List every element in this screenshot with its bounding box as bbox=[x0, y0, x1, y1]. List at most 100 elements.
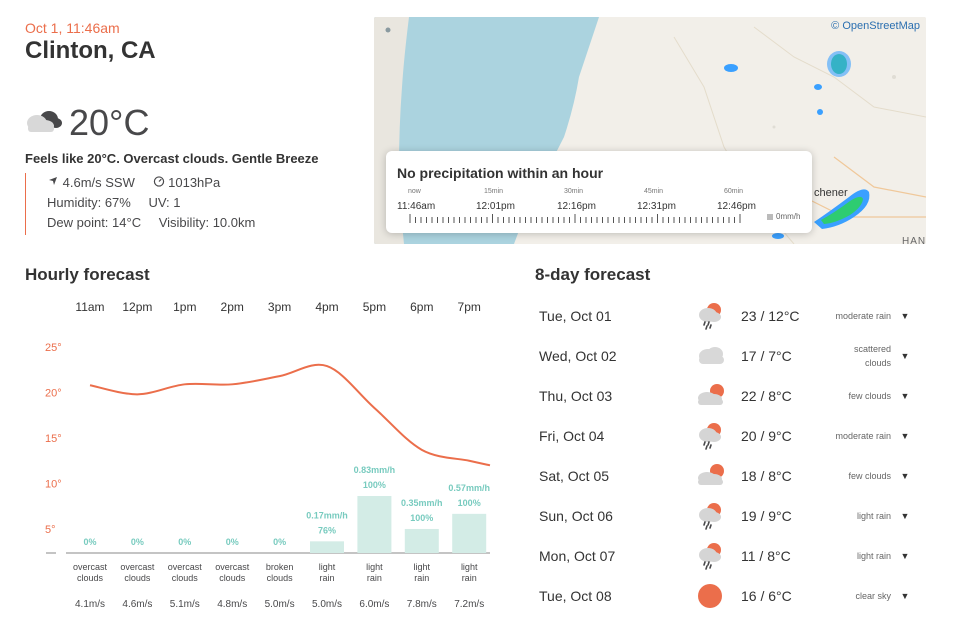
precip-bar bbox=[310, 541, 344, 553]
day-description: few clouds bbox=[848, 391, 891, 401]
rain-icon bbox=[695, 542, 737, 570]
hour-condition: overcast bbox=[120, 562, 155, 572]
daily-row[interactable]: Sat, Oct 05 18 / 8°C few clouds ▼ bbox=[535, 456, 925, 496]
hour-condition: rain bbox=[462, 573, 477, 583]
hour-condition: clouds bbox=[77, 573, 104, 583]
day-name: Mon, Oct 07 bbox=[539, 548, 616, 564]
day-description: clear sky bbox=[855, 591, 891, 601]
day-name: Tue, Oct 08 bbox=[539, 588, 612, 604]
hour-wind: 5.0m/s bbox=[312, 599, 342, 610]
chevron-down-icon[interactable]: ▼ bbox=[900, 391, 910, 401]
precip-tick-time: 12:01pm bbox=[476, 201, 515, 212]
pressure-icon bbox=[153, 175, 169, 190]
day-description: light rain bbox=[856, 511, 891, 521]
daily-row[interactable]: Mon, Oct 07 11 / 8°C light rain ▼ bbox=[535, 536, 925, 576]
day-temps: 17 / 7°C bbox=[741, 348, 792, 364]
day-description: scattered clouds bbox=[853, 344, 891, 368]
rain-icon bbox=[695, 502, 737, 530]
precip-bar bbox=[357, 496, 392, 553]
hour-condition: overcast bbox=[168, 562, 203, 572]
hour-wind: 7.8m/s bbox=[407, 599, 437, 610]
humidity-value: 67% bbox=[104, 195, 131, 210]
location-name: Clinton, CA bbox=[25, 37, 156, 64]
hour-label: 3pm bbox=[268, 300, 291, 314]
day-temps: 19 / 9°C bbox=[741, 508, 792, 524]
hour-label: 4pm bbox=[315, 300, 338, 314]
day-description: moderate rain bbox=[835, 431, 891, 441]
hour-condition: overcast bbox=[73, 562, 108, 572]
daily-row[interactable]: Tue, Oct 08 16 / 6°C clear sky ▼ bbox=[535, 576, 925, 616]
uv-value: 1 bbox=[173, 195, 181, 210]
daily-forecast-list: Tue, Oct 01 23 / 12°C moderate rain ▼ We… bbox=[535, 296, 925, 616]
precip-probability: 76% bbox=[318, 525, 336, 535]
precip-tick-time: 12:31pm bbox=[637, 201, 676, 212]
chevron-down-icon[interactable]: ▼ bbox=[900, 591, 910, 601]
daily-row[interactable]: Sun, Oct 06 19 / 9°C light rain ▼ bbox=[535, 496, 925, 536]
map-city-label: chener bbox=[814, 187, 848, 199]
current-temperature: 20°C bbox=[69, 102, 150, 143]
day-description: light rain bbox=[856, 551, 891, 561]
hour-wind: 5.0m/s bbox=[265, 599, 295, 610]
daily-forecast-title: 8-day forecast bbox=[535, 265, 651, 284]
day-temps: 18 / 8°C bbox=[741, 468, 792, 484]
precip-tick-offset: now bbox=[408, 188, 421, 195]
wind-value: 4.6m/s SSW bbox=[62, 175, 135, 190]
hour-wind: 4.8m/s bbox=[217, 599, 247, 610]
day-name: Tue, Oct 01 bbox=[539, 308, 612, 324]
y-tick-label: 15° bbox=[45, 433, 62, 445]
day-name: Thu, Oct 03 bbox=[539, 388, 613, 404]
precip-probability: 0% bbox=[83, 537, 96, 547]
rain-icon bbox=[695, 422, 737, 450]
day-name: Fri, Oct 04 bbox=[539, 428, 605, 444]
chevron-down-icon[interactable]: ▼ bbox=[900, 431, 910, 441]
rain-icon bbox=[695, 302, 737, 330]
y-tick-label: 5° bbox=[45, 524, 56, 536]
y-tick-label: 25° bbox=[45, 342, 62, 354]
clouds-icon bbox=[695, 342, 737, 370]
chevron-down-icon[interactable]: ▼ bbox=[900, 351, 910, 361]
day-temps: 23 / 12°C bbox=[741, 308, 800, 324]
precip-amount: 0.17mm/h bbox=[306, 510, 348, 520]
sun-cloud-icon bbox=[695, 462, 737, 490]
map-attribution[interactable]: © OpenStreetMap bbox=[831, 20, 920, 32]
chevron-down-icon[interactable]: ▼ bbox=[900, 471, 910, 481]
daily-row[interactable]: Tue, Oct 01 23 / 12°C moderate rain ▼ bbox=[535, 296, 925, 336]
hour-condition: rain bbox=[414, 573, 429, 583]
precip-probability: 0% bbox=[178, 537, 191, 547]
visibility-label: Visibility: bbox=[158, 215, 210, 230]
daily-row[interactable]: Fri, Oct 04 20 / 9°C moderate rain ▼ bbox=[535, 416, 925, 456]
map-corner-label: HAN bbox=[902, 236, 926, 244]
hour-condition: clouds bbox=[219, 573, 246, 583]
daily-row[interactable]: Thu, Oct 03 22 / 8°C few clouds ▼ bbox=[535, 376, 925, 416]
hour-condition: light bbox=[461, 562, 478, 572]
hour-wind: 4.1m/s bbox=[75, 599, 105, 610]
hour-label: 5pm bbox=[363, 300, 386, 314]
chevron-down-icon[interactable]: ▼ bbox=[900, 551, 910, 561]
hourly-forecast-chart: 11am 12pm 1pm 2pm 3pm 4pm 5pm 6pm 7pm 25° 20° 15° 1… bbox=[45, 300, 491, 610]
hour-label: 12pm bbox=[122, 300, 152, 314]
current-temperature-row: 20°C bbox=[25, 100, 149, 146]
hour-condition: clouds bbox=[124, 573, 151, 583]
chevron-down-icon[interactable]: ▼ bbox=[900, 311, 910, 321]
hour-condition: rain bbox=[367, 573, 382, 583]
visibility-value: 10.0km bbox=[212, 215, 256, 230]
hour-condition: overcast bbox=[215, 562, 250, 572]
temperature-line bbox=[89, 363, 491, 467]
uv-label: UV: bbox=[148, 195, 170, 210]
day-temps: 11 / 8°C bbox=[741, 548, 791, 564]
precip-tick-offset: 15min bbox=[484, 188, 504, 195]
day-temps: 16 / 6°C bbox=[741, 588, 792, 604]
hour-condition: light bbox=[319, 562, 336, 572]
precip-probability: 0% bbox=[273, 537, 286, 547]
precip-amount: 0.35mm/h bbox=[401, 498, 443, 508]
hour-label: 11am bbox=[75, 300, 104, 314]
precip-probability: 100% bbox=[363, 480, 386, 490]
daily-row[interactable]: Wed, Oct 02 17 / 7°C scattered clouds ▼ bbox=[535, 336, 925, 376]
hour-condition: clouds bbox=[267, 573, 294, 583]
minute-precipitation-panel: No precipitation within an hour now 15mi… bbox=[386, 151, 812, 233]
hour-condition: rain bbox=[319, 573, 334, 583]
precip-tick-offset: 45min bbox=[644, 188, 664, 195]
y-tick-label: 20° bbox=[45, 388, 62, 400]
chevron-down-icon[interactable]: ▼ bbox=[900, 511, 910, 521]
pressure-value: 1013hPa bbox=[168, 175, 221, 190]
